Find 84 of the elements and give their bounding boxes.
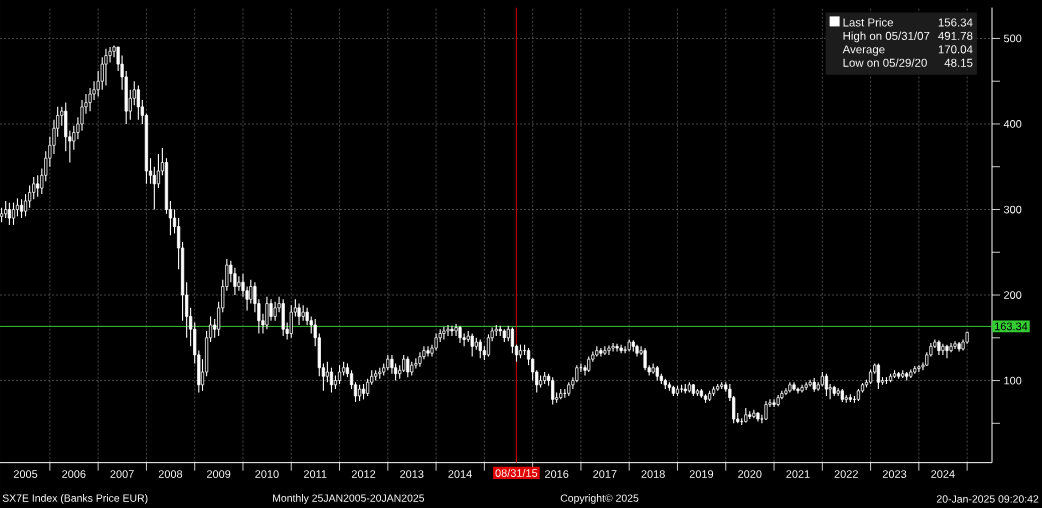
x-tick-label: 2007 (110, 470, 134, 478)
x-tick-label: 2011 (303, 470, 327, 478)
ref-line-label: 163.34 (995, 322, 1028, 331)
text: SX7E Index (Banks Price EUR) (2, 494, 148, 504)
candlestick (478, 338, 482, 359)
annotation: 491.78 (938, 31, 973, 40)
candlestick (273, 301, 277, 322)
x-tick-label: 2012 (351, 470, 376, 478)
candlestick (104, 48, 108, 87)
x-tick-label: 2022 (834, 470, 858, 478)
annotation: High on 05/31/07 (843, 31, 930, 43)
candlestick (11, 202, 16, 226)
x-tick-label: 2013 (400, 470, 424, 478)
x-tick-label: 2024 (931, 470, 955, 478)
ref-line-label: 08/31/15 (495, 468, 538, 477)
candlestick (454, 323, 458, 337)
x-tick-label: 2018 (641, 470, 665, 478)
candlestick (551, 376, 555, 406)
candlestick (611, 342, 615, 353)
candlestick (297, 303, 301, 326)
candlestick (233, 267, 237, 296)
candlestick (32, 176, 36, 200)
x-tick-label: 2008 (158, 470, 183, 478)
x-tick-label: 2009 (207, 470, 231, 478)
candlestick (643, 347, 647, 371)
candlestick (824, 373, 829, 397)
x-tick-label: 2019 (689, 470, 714, 478)
candlestick (446, 324, 450, 337)
candlestick (470, 332, 474, 358)
candlestick (808, 379, 812, 388)
candlestick (917, 364, 921, 373)
candlestick (156, 153, 161, 189)
text: Copyright© 2025 (560, 494, 639, 504)
legend-label: Last Price (843, 18, 894, 27)
candlestick (426, 345, 430, 358)
candlestick (289, 304, 293, 339)
y-tick-label: 400 (1003, 120, 1022, 128)
x-tick-label: 2006 (62, 470, 86, 478)
candlestick (23, 193, 28, 217)
x-tick-label: 2021 (786, 470, 810, 478)
x-tick-label: 2020 (738, 470, 762, 478)
candlestick (941, 343, 945, 356)
annotation: Low on 05/29/20 (843, 58, 927, 67)
candlestick (237, 275, 241, 292)
candlestick (136, 84, 140, 121)
candlestick (953, 340, 957, 350)
candlestick (615, 343, 619, 353)
candlestick (607, 344, 611, 356)
y-tick-label: 300 (1003, 205, 1022, 214)
candlestick (772, 398, 776, 408)
y-tick-label: 100 (1004, 376, 1022, 385)
candlestick (764, 400, 768, 421)
candlestick (269, 298, 273, 322)
candlestick (450, 325, 454, 337)
x-tick-label: 2017 (593, 470, 617, 478)
annotation: 156.34 (938, 18, 973, 27)
x-tick-label: 2016 (545, 470, 569, 478)
candlestick (36, 174, 40, 198)
candlestick (337, 364, 342, 385)
annotation: 48.15 (944, 58, 973, 67)
candlestick (599, 347, 603, 358)
x-tick-label: 2005 (13, 470, 38, 478)
x-tick-label: 2014 (448, 470, 472, 478)
candlestick (406, 356, 410, 378)
text: Monthly 25JAN2005-20JAN2025 (273, 494, 425, 504)
y-tick-label: 200 (1004, 291, 1022, 299)
candlestick (603, 345, 607, 356)
candlestick (800, 384, 804, 394)
candlestick (325, 361, 329, 383)
candlestick (19, 198, 24, 219)
candlestick (265, 296, 269, 330)
candlestick (945, 344, 949, 359)
candlestick (486, 333, 491, 358)
candlestick (28, 185, 32, 209)
y-tick-label: 500 (1003, 34, 1022, 43)
candlestick (623, 345, 627, 354)
annotation: 170.04 (938, 45, 973, 54)
candlestick (510, 326, 515, 354)
x-tick-label: 2010 (255, 470, 279, 478)
text: 20-Jan-2025 09:20:42 (936, 495, 1039, 503)
candlestick (442, 326, 446, 341)
annotation: Average (842, 45, 885, 56)
candlestick (651, 362, 655, 375)
x-tick-label: 2023 (882, 470, 907, 478)
